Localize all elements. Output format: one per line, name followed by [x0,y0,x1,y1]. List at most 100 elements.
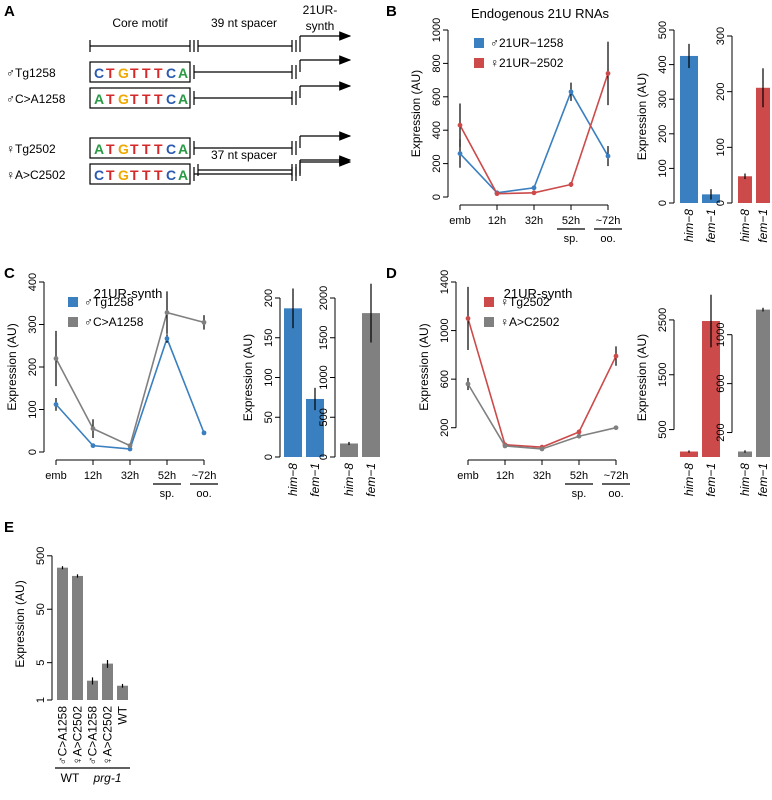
x-tick-label: fem−1 [704,463,718,497]
motif-box [89,163,191,185]
x-tick-label: emb [45,470,66,482]
data-point [127,443,133,449]
legend-label: ♂Tg1258 [84,295,134,309]
x-tick-label: 32h [121,470,139,482]
y-tick-label: 0 [318,454,330,460]
panel-label-a: A [4,3,15,20]
y-tick-label: 200 [431,154,443,172]
bar [306,398,324,457]
construct-label: ♂C>A1258 [6,92,66,106]
synth-header-line1: 21UR- [303,3,338,17]
bar-chart-D-bar2: 200 600 1000 him−8 fem−1 [715,307,770,497]
x-tick-label: ♂C>A1258 [86,706,100,766]
y-tick-label: 1000 [715,322,727,346]
x-tick-label: fem−1 [364,463,378,497]
stage-label: sp. [564,233,579,245]
data-point [164,336,170,341]
data-point [127,446,133,452]
construct-schematic: Core motif 39 nt spacer 21UR- synth 37 n… [6,3,352,185]
spacer37-header: 37 nt spacer [211,148,277,162]
motif-sequence: A T GT T T C A [94,141,188,157]
y-tick-label: 500 [318,408,330,426]
chart-title: 21UR-synth [504,286,573,301]
panel-label-c: C [4,265,15,282]
legend-label: ♂21UR−1258 [490,36,564,50]
y-axis-title: Expression (AU) [635,334,649,421]
y-tick-label: 1 [35,697,47,703]
x-tick-label: him−8 [738,463,752,496]
y-axis-title: Expression (AU) [417,323,431,410]
group-label: prg-1 [92,771,121,785]
panel-label-e: E [4,519,14,536]
data-point [465,381,471,387]
stage-label: sp. [572,488,587,500]
y-tick-label: 0 [657,200,669,206]
bar-chart-B-bar1: 0 100 200 300 400 500 Expression (AU) him−8 fem−… [635,21,720,243]
x-tick-label: emb [457,470,478,482]
x-tick-label: ♀A>C2502 [71,706,85,766]
bar [738,451,752,457]
legend-swatch [68,297,78,307]
legend-swatch [474,58,484,68]
motif-sequence: C T GT T T C A [94,65,188,81]
data-point [53,356,59,361]
spacer39-header: 39 nt spacer [211,16,277,30]
data-point [457,122,463,128]
x-tick-label: him−8 [682,209,696,242]
data-point [90,443,96,449]
legend-swatch [474,38,484,48]
x-tick-label: ~72h [604,470,629,482]
legend-swatch [68,317,78,327]
bar [340,443,358,457]
y-tick-label: 1000 [318,365,330,389]
y-tick-label: 50 [263,411,275,423]
y-tick-label: 1000 [439,318,451,342]
y-tick-label: 1400 [439,270,451,294]
construct-label: ♂Tg1258 [6,66,56,80]
data-point [457,151,463,156]
stage-label: oo. [196,488,211,500]
x-tick-label: 32h [525,215,543,227]
legend-label: ♀21UR−2502 [490,56,564,70]
y-axis-title: Expression (AU) [409,70,423,157]
y-tick-label: 1000 [431,18,443,42]
data-point [568,89,574,95]
legend-label: ♀Tg2502 [500,295,550,309]
chart-title: 21UR-synth [94,286,163,301]
data-point [613,353,619,359]
y-tick-label: 0 [263,454,275,460]
y-tick-label: 2000 [318,286,330,310]
stage-label: oo. [600,233,615,245]
y-tick-label: 200 [439,419,451,437]
y-tick-label: 300 [27,315,39,333]
y-tick-label: 100 [657,159,669,177]
data-point [53,402,59,407]
x-tick-label: fem−1 [308,463,322,497]
y-tick-label: 600 [431,88,443,106]
x-tick-label: ♂C>A1258 [56,706,70,766]
legend-label: ♂C>A1258 [84,315,144,329]
y-tick-label: 1500 [657,363,669,387]
data-point [605,153,611,159]
line-chart-C-line: 21UR-synth 0 100 200 300 400 Expression (AU) em… [5,273,218,500]
y-tick-label: 400 [27,273,39,291]
y-tick-label: 1500 [318,326,330,350]
x-tick-label: fem−1 [756,209,770,243]
x-tick-label: 12h [488,215,506,227]
y-tick-label: 400 [657,55,669,73]
x-tick-label: ♀A>C2502 [101,706,115,766]
data-point [568,182,574,187]
y-tick-label: 150 [263,329,275,347]
y-tick-label: 600 [439,370,451,388]
data-point [531,190,537,196]
motif-box [89,87,191,109]
data-point [576,433,582,439]
x-tick-label: 32h [533,470,551,482]
x-tick-label: him−8 [286,463,300,496]
x-tick-label: 52h [562,215,580,227]
construct-label: ♀A>C2502 [6,168,66,182]
data-point [201,319,207,325]
y-axis-title: Expression (AU) [635,73,649,160]
